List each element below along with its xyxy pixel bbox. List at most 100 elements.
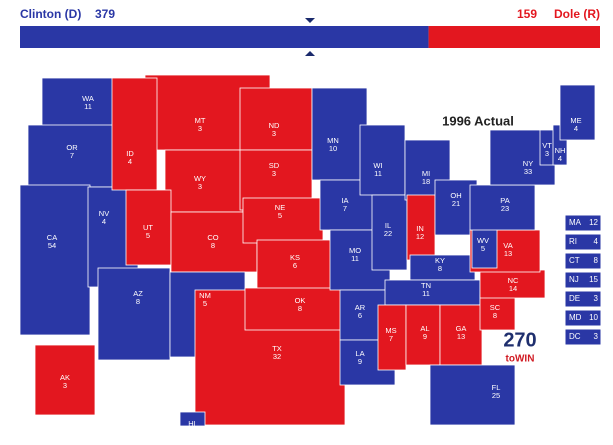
state-votes: 14	[509, 284, 517, 293]
state-abbr: AL	[420, 324, 429, 333]
state	[125, 189, 172, 266]
state-abbr: LA	[355, 349, 364, 358]
state-votes: 13	[457, 332, 465, 341]
state-votes: 3	[594, 332, 599, 341]
state-votes: 8	[493, 311, 497, 320]
logo-text: toWIN	[506, 354, 535, 365]
state-abbr: PA	[500, 196, 509, 205]
state-abbr: WY	[194, 174, 206, 183]
state-abbr: TN	[421, 281, 431, 290]
left-candidate: Clinton (D)	[20, 7, 81, 21]
state-votes: 6	[293, 261, 297, 270]
map-title: 1996 Actual	[442, 113, 514, 128]
state-abbr: UT	[143, 223, 153, 232]
state-abbr: NJ	[569, 275, 579, 284]
state-box	[564, 328, 602, 346]
state-abbr: KY	[435, 256, 445, 265]
state-abbr: NC	[508, 276, 519, 285]
state-votes: 11	[84, 102, 92, 111]
state-votes: 32	[273, 352, 281, 361]
state-box	[564, 214, 602, 232]
state-abbr: NH	[555, 146, 566, 155]
state-abbr: AR	[355, 303, 366, 312]
state-abbr: HI	[188, 419, 196, 428]
state	[406, 194, 436, 261]
marker-bottom	[305, 51, 315, 56]
left-votes: 379	[95, 7, 115, 21]
state-votes: 5	[203, 299, 207, 308]
state	[405, 304, 441, 366]
state-abbr: IL	[385, 221, 391, 230]
state-votes: 13	[504, 249, 512, 258]
state-abbr: TX	[272, 344, 282, 353]
state-abbr: VA	[503, 241, 512, 250]
state-abbr: VT	[542, 141, 552, 150]
state	[559, 84, 596, 141]
state-abbr: DE	[569, 294, 580, 303]
state-abbr: MD	[569, 313, 582, 322]
state-abbr: WA	[82, 94, 94, 103]
state	[244, 287, 346, 331]
state	[311, 87, 368, 181]
state-votes: 18	[422, 177, 430, 186]
state-votes: 10	[329, 144, 337, 153]
state-votes: 6	[358, 311, 362, 320]
state	[384, 279, 481, 306]
state	[111, 77, 158, 191]
state-abbr: IN	[416, 224, 424, 233]
state	[164, 149, 244, 213]
state-box	[564, 252, 602, 270]
state-abbr: DC	[569, 332, 581, 341]
state-votes: 4	[128, 157, 132, 166]
state-abbr: WI	[373, 161, 382, 170]
state-box	[564, 271, 602, 289]
state-votes: 4	[558, 154, 562, 163]
state-votes: 10	[589, 313, 598, 322]
state-abbr: CO	[207, 233, 218, 242]
right-votes: 159	[517, 7, 537, 21]
state-abbr: MA	[569, 218, 582, 227]
state-abbr: NY	[523, 159, 533, 168]
state-votes: 33	[524, 167, 532, 176]
state	[479, 269, 546, 299]
state	[256, 239, 341, 291]
state	[429, 364, 516, 426]
state-abbr: WV	[477, 236, 489, 245]
state	[179, 411, 206, 427]
state-abbr: AK	[60, 373, 70, 382]
state	[469, 184, 536, 231]
state-votes: 3	[272, 129, 276, 138]
state-abbr: FL	[492, 383, 501, 392]
state	[371, 194, 408, 271]
marker-top	[305, 18, 315, 23]
state	[19, 184, 91, 336]
state-votes: 15	[589, 275, 598, 284]
state-abbr: CT	[569, 256, 580, 265]
state-abbr: NM	[199, 291, 211, 300]
state	[471, 227, 498, 269]
state-votes: 11	[422, 289, 430, 298]
state	[41, 77, 123, 129]
state-abbr: OR	[66, 143, 78, 152]
state-votes: 11	[374, 169, 382, 178]
state-votes: 3	[594, 294, 599, 303]
state-votes: 8	[211, 241, 215, 250]
state-abbr: SD	[269, 161, 280, 170]
right-candidate: Dole (R)	[554, 7, 600, 21]
state-abbr: MI	[422, 169, 430, 178]
state-votes: 3	[198, 182, 202, 191]
state-box	[564, 233, 602, 251]
state-abbr: CA	[47, 233, 57, 242]
state-abbr: GA	[456, 324, 467, 333]
state-votes: 5	[278, 211, 282, 220]
state-box	[564, 309, 602, 327]
state-abbr: MS	[385, 326, 396, 335]
state-votes: 8	[298, 304, 302, 313]
state-abbr: OK	[295, 296, 306, 305]
state	[97, 267, 171, 361]
state-votes: 11	[351, 254, 359, 263]
state-votes: 25	[492, 391, 500, 400]
state-votes: 5	[481, 244, 485, 253]
state-abbr: NV	[99, 209, 109, 218]
